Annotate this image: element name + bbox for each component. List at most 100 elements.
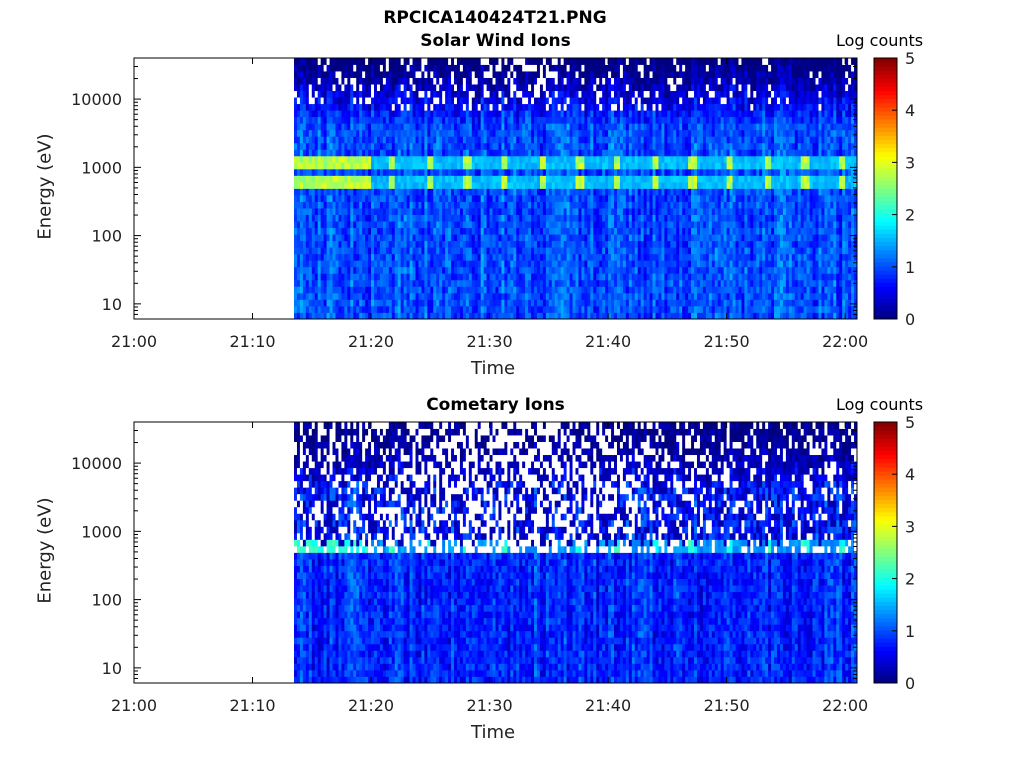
spectrogram-cell bbox=[394, 84, 399, 92]
spectrogram-cell bbox=[350, 214, 354, 222]
spectrogram-cell bbox=[545, 129, 550, 137]
spectrogram-cell bbox=[560, 279, 565, 287]
spectrogram-cell bbox=[314, 195, 319, 202]
spectrogram-cell bbox=[468, 286, 473, 294]
spectrogram-cell bbox=[314, 240, 319, 248]
spectrogram-cell bbox=[356, 116, 360, 124]
spectrogram-cell bbox=[548, 162, 553, 170]
spectrogram-cell bbox=[296, 221, 301, 229]
spectrogram-cell bbox=[652, 292, 656, 300]
spectrogram-cell bbox=[584, 292, 588, 300]
spectrogram-cell bbox=[412, 221, 416, 229]
spectrogram-cell bbox=[379, 188, 384, 196]
spectrogram-cell bbox=[516, 142, 520, 150]
spectrogram-cell bbox=[448, 286, 452, 294]
spectrogram-cell bbox=[353, 260, 357, 268]
spectrogram-cell bbox=[536, 123, 541, 131]
spectrogram-cell bbox=[433, 71, 437, 78]
spectrogram-cell bbox=[480, 266, 485, 274]
spectrogram-cell bbox=[341, 247, 345, 255]
spectrogram-cell bbox=[560, 64, 565, 72]
spectrogram-cell bbox=[332, 195, 336, 202]
spectrogram-cell bbox=[445, 97, 449, 105]
spectrogram-cell bbox=[510, 260, 514, 268]
spectrogram-cell bbox=[365, 208, 369, 215]
spectrogram-cell bbox=[545, 168, 550, 176]
spectrogram-cell bbox=[643, 129, 648, 137]
spectrogram-cell bbox=[563, 71, 568, 78]
spectrogram-cell bbox=[341, 195, 345, 202]
spectrogram-cell bbox=[528, 90, 532, 98]
spectrogram-cell bbox=[459, 71, 464, 78]
spectrogram-cell bbox=[572, 123, 576, 131]
spectrogram-cell bbox=[397, 116, 402, 124]
spectrogram-cell bbox=[376, 273, 381, 281]
spectrogram-cell bbox=[391, 123, 396, 131]
spectrogram-cell bbox=[605, 90, 609, 98]
spectrogram-cell bbox=[510, 266, 514, 274]
spectrogram-cell bbox=[403, 208, 407, 215]
spectrogram-cell bbox=[578, 312, 582, 320]
spectrogram-cell bbox=[338, 234, 342, 242]
spectrogram-cell bbox=[622, 58, 627, 65]
spectrogram-cell bbox=[560, 247, 565, 255]
spectrogram-cell bbox=[602, 97, 606, 105]
spectrogram-cell bbox=[652, 279, 656, 287]
spectrogram-cell bbox=[602, 142, 606, 150]
spectrogram-cell bbox=[495, 292, 499, 300]
spectrogram-cell bbox=[403, 299, 407, 307]
spectrogram-cell bbox=[456, 234, 461, 242]
spectrogram-cell bbox=[611, 208, 615, 215]
spectrogram-cell bbox=[403, 181, 407, 189]
spectrogram-cell bbox=[338, 175, 342, 183]
spectrogram-cell bbox=[545, 58, 550, 65]
spectrogram-cell bbox=[409, 155, 413, 163]
spectrogram-cell bbox=[344, 142, 348, 150]
spectrogram-cell bbox=[599, 103, 603, 111]
spectrogram-cell bbox=[605, 253, 609, 261]
spectrogram-cell bbox=[371, 123, 375, 131]
spectrogram-cell bbox=[590, 260, 594, 268]
spectrogram-cell bbox=[646, 201, 650, 209]
spectrogram-cell bbox=[382, 214, 387, 222]
spectrogram-cell bbox=[442, 162, 446, 170]
spectrogram-cell bbox=[548, 168, 553, 176]
spectrogram-cell bbox=[403, 214, 407, 222]
spectrogram-cell bbox=[542, 64, 547, 72]
spectrogram-cell bbox=[329, 240, 333, 248]
spectrogram-cell bbox=[528, 181, 532, 189]
spectrogram-cell bbox=[341, 168, 345, 176]
spectrogram-cell bbox=[486, 123, 490, 131]
spectrogram-cell bbox=[341, 312, 345, 320]
spectrogram-cell bbox=[649, 247, 653, 255]
spectrogram-cell bbox=[584, 103, 588, 111]
spectrogram-cell bbox=[625, 201, 630, 209]
spectrogram-cell bbox=[531, 214, 535, 222]
spectrogram-cell bbox=[326, 279, 330, 287]
spectrogram-cell bbox=[637, 90, 642, 98]
spectrogram-cell bbox=[560, 299, 565, 307]
spectrogram-cell bbox=[528, 253, 532, 261]
spectrogram-cell bbox=[510, 168, 514, 176]
spectrogram-cell bbox=[439, 155, 443, 163]
spectrogram-cell bbox=[368, 214, 372, 222]
spectrogram-cell bbox=[439, 97, 443, 105]
spectrogram-cell bbox=[451, 103, 455, 111]
spectrogram-cell bbox=[442, 273, 446, 281]
spectrogram-cell bbox=[646, 266, 650, 274]
spectrogram-cell bbox=[445, 221, 449, 229]
spectrogram-cell bbox=[584, 299, 588, 307]
spectrogram-cell bbox=[347, 234, 351, 242]
spectrogram-cell bbox=[305, 64, 310, 72]
spectrogram-cell bbox=[365, 110, 369, 118]
spectrogram-cell bbox=[397, 208, 402, 215]
spectrogram-cell bbox=[504, 201, 508, 209]
spectrogram-cell bbox=[489, 292, 493, 300]
spectrogram-cell bbox=[406, 64, 410, 72]
spectrogram-cell bbox=[448, 221, 452, 229]
spectrogram-cell bbox=[362, 90, 366, 98]
spectrogram-cell bbox=[501, 221, 505, 229]
spectrogram-cell bbox=[634, 58, 639, 65]
spectrogram-cell bbox=[329, 273, 333, 281]
spectrogram-cell bbox=[439, 64, 443, 72]
